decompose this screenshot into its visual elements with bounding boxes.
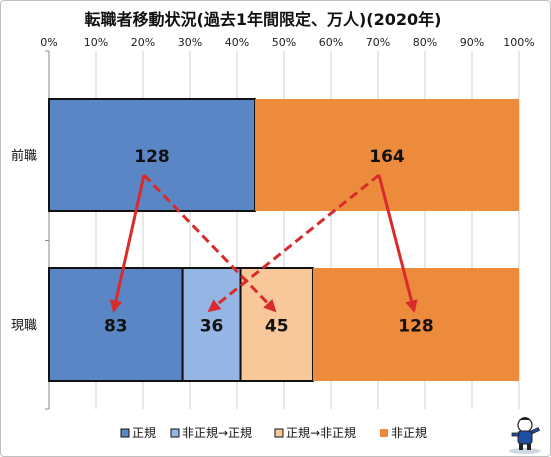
x-tick-label: 20% (131, 36, 155, 49)
x-tick-label: 0% (40, 36, 57, 49)
data-label: 128 (134, 147, 170, 167)
bar-segment (48, 267, 184, 382)
x-tick-label: 70% (366, 36, 390, 49)
legend-swatch (380, 429, 388, 437)
data-label: 36 (200, 317, 224, 337)
legend-label: 非正規→正規 (182, 425, 252, 440)
bar-segment (181, 267, 242, 382)
chart-title: 転職者移動状況(過去1年間限定、万人)(2020年) (85, 10, 442, 29)
x-tick-label: 90% (460, 36, 484, 49)
category-label: 前職 (11, 148, 37, 164)
bar-segment (312, 268, 519, 381)
legend-label: 正規→非正規 (286, 425, 356, 440)
transfer-arrow (377, 174, 418, 313)
transfer-arrow (207, 173, 380, 313)
legend-swatch (274, 428, 284, 438)
x-tick-label: 40% (225, 36, 249, 49)
legend-label: 非正規 (391, 425, 427, 440)
data-label: 128 (398, 317, 434, 337)
bar-segment (255, 99, 519, 211)
transfer-arrow (109, 174, 146, 313)
x-tick-label: 10% (84, 36, 108, 49)
x-tick-label: 30% (178, 36, 202, 49)
x-tick-label: 50% (272, 36, 296, 49)
data-label: 45 (265, 317, 289, 337)
category-label: 現職 (11, 319, 37, 334)
legend-swatch (120, 428, 130, 438)
legend-label: 正規 (132, 425, 156, 440)
transfer-arrow (142, 173, 277, 313)
x-tick-label: 80% (413, 36, 437, 49)
data-label: 164 (369, 147, 405, 167)
mascot-illustration (509, 417, 541, 454)
x-tick-label: 60% (319, 36, 343, 49)
data-label: 83 (104, 317, 128, 337)
legend-swatch (170, 428, 180, 438)
x-tick-label: 100% (503, 36, 534, 49)
